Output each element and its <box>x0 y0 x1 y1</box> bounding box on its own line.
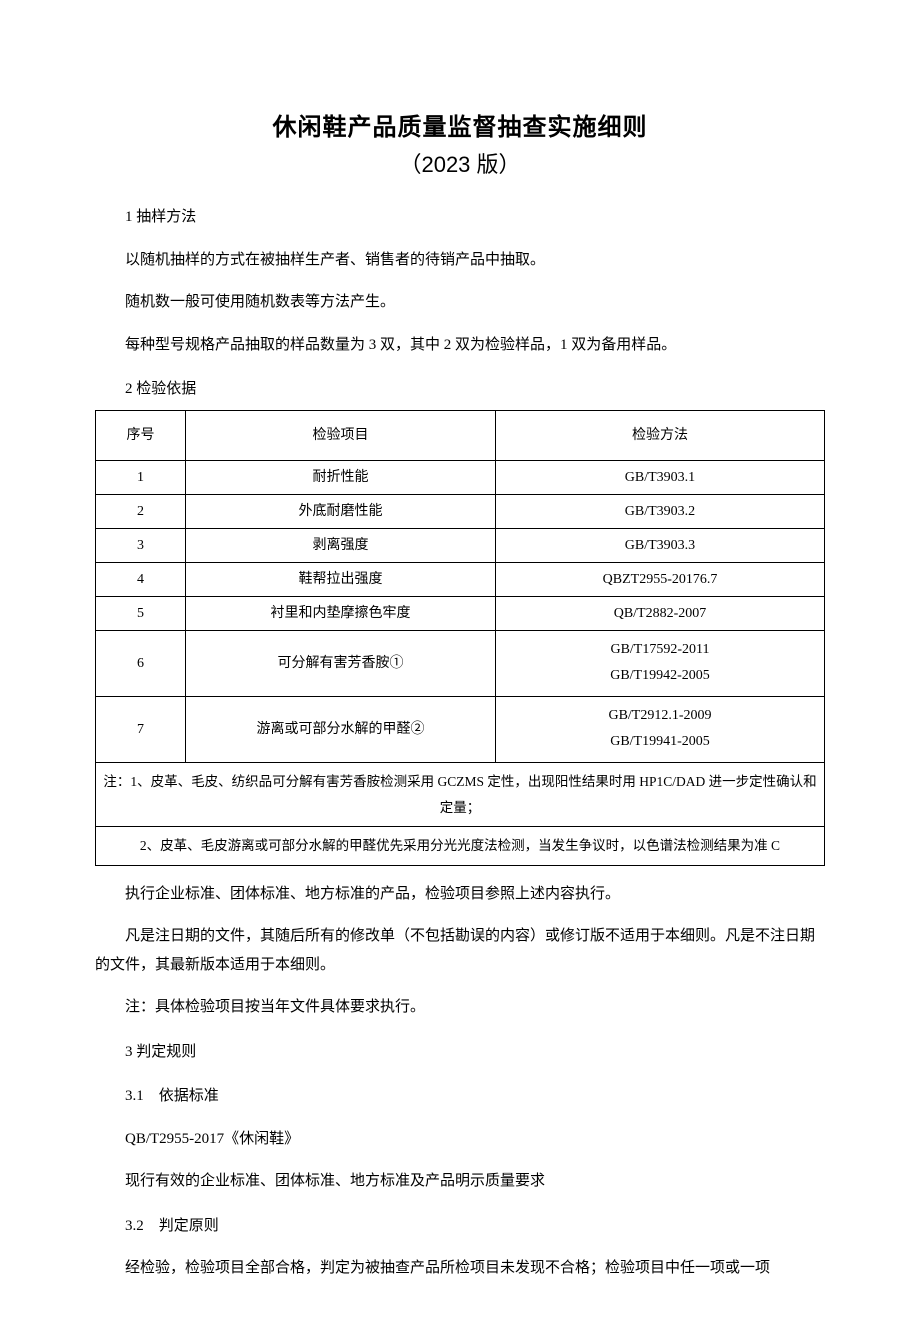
section-2-heading: 2 检验依据 <box>95 375 825 404</box>
col-method: 检验方法 <box>496 410 825 460</box>
paragraph: 每种型号规格产品抽取的样品数量为 3 双，其中 2 双为检验样品，1 双为备用样… <box>95 331 825 360</box>
cell-item: 外底耐磨性能 <box>186 494 496 528</box>
table-row: 1 耐折性能 GB/T3903.1 <box>96 460 825 494</box>
cell-seq: 6 <box>96 630 186 696</box>
cell-item: 衬里和内垫摩擦色牢度 <box>186 596 496 630</box>
table-note-row: 注：1、皮革、毛皮、纺织品可分解有害芳香胺检测采用 GCZMS 定性，出现阳性结… <box>96 762 825 826</box>
paragraph: 随机数一般可使用随机数表等方法产生。 <box>95 288 825 317</box>
cell-item: 游离或可部分水解的甲醛② <box>186 696 496 762</box>
cell-item: 可分解有害芳香胺① <box>186 630 496 696</box>
cell-method: GB/T3903.3 <box>496 528 825 562</box>
cell-method: QB/T2882-2007 <box>496 596 825 630</box>
table-header-row: 序号 检验项目 检验方法 <box>96 410 825 460</box>
table-row: 7 游离或可部分水解的甲醛② GB/T2912.1-2009 GB/T19941… <box>96 696 825 762</box>
cell-item: 耐折性能 <box>186 460 496 494</box>
section-3-2-heading: 3.2 判定原则 <box>95 1212 825 1241</box>
section-3-1-heading: 3.1 依据标准 <box>95 1082 825 1111</box>
table-row: 3 剥离强度 GB/T3903.3 <box>96 528 825 562</box>
paragraph: 凡是注日期的文件，其随后所有的修改单（不包括勘误的内容）或修订版不适用于本细则。… <box>95 922 825 979</box>
cell-method: QBZT2955-20176.7 <box>496 562 825 596</box>
cell-method: GB/T3903.2 <box>496 494 825 528</box>
table-row: 4 鞋帮拉出强度 QBZT2955-20176.7 <box>96 562 825 596</box>
table-row: 2 外底耐磨性能 GB/T3903.2 <box>96 494 825 528</box>
cell-method: GB/T2912.1-2009 GB/T19941-2005 <box>496 696 825 762</box>
cell-item: 剥离强度 <box>186 528 496 562</box>
title-main: 休闲鞋产品质量监督抽查实施细则 <box>95 110 825 146</box>
inspection-table: 序号 检验项目 检验方法 1 耐折性能 GB/T3903.1 2 外底耐磨性能 … <box>95 410 825 866</box>
cell-method: GB/T3903.1 <box>496 460 825 494</box>
table-note: 2、皮革、毛皮游离或可部分水解的甲醛优先采用分光光度法检测，当发生争议时，以色谱… <box>96 827 825 866</box>
paragraph: 经检验，检验项目全部合格，判定为被抽查产品所检项目未发现不合格；检验项目中任一项… <box>95 1254 825 1283</box>
paragraph: QB/T2955-2017《休闲鞋》 <box>95 1125 825 1154</box>
title-sub: （2023 版） <box>95 148 825 181</box>
cell-seq: 2 <box>96 494 186 528</box>
section-1-heading: 1 抽样方法 <box>95 203 825 232</box>
col-item: 检验项目 <box>186 410 496 460</box>
paragraph: 执行企业标准、团体标准、地方标准的产品，检验项目参照上述内容执行。 <box>95 880 825 909</box>
cell-seq: 4 <box>96 562 186 596</box>
section-3-heading: 3 判定规则 <box>95 1038 825 1067</box>
title-block: 休闲鞋产品质量监督抽查实施细则 （2023 版） <box>95 110 825 181</box>
cell-method: GB/T17592-2011 GB/T19942-2005 <box>496 630 825 696</box>
paragraph: 以随机抽样的方式在被抽样生产者、销售者的待销产品中抽取。 <box>95 246 825 275</box>
table-row: 5 衬里和内垫摩擦色牢度 QB/T2882-2007 <box>96 596 825 630</box>
table-row: 6 可分解有害芳香胺① GB/T17592-2011 GB/T19942-200… <box>96 630 825 696</box>
cell-seq: 5 <box>96 596 186 630</box>
cell-seq: 1 <box>96 460 186 494</box>
cell-method-line: GB/T19942-2005 <box>500 663 820 690</box>
cell-method-line: GB/T2912.1-2009 <box>500 703 820 730</box>
table-note-row: 2、皮革、毛皮游离或可部分水解的甲醛优先采用分光光度法检测，当发生争议时，以色谱… <box>96 827 825 866</box>
cell-seq: 3 <box>96 528 186 562</box>
table-note: 注：1、皮革、毛皮、纺织品可分解有害芳香胺检测采用 GCZMS 定性，出现阳性结… <box>96 762 825 826</box>
paragraph: 现行有效的企业标准、团体标准、地方标准及产品明示质量要求 <box>95 1167 825 1196</box>
paragraph: 注：具体检验项目按当年文件具体要求执行。 <box>95 993 825 1022</box>
cell-seq: 7 <box>96 696 186 762</box>
cell-item: 鞋帮拉出强度 <box>186 562 496 596</box>
cell-method-line: GB/T17592-2011 <box>500 637 820 664</box>
cell-method-line: GB/T19941-2005 <box>500 729 820 756</box>
col-seq: 序号 <box>96 410 186 460</box>
